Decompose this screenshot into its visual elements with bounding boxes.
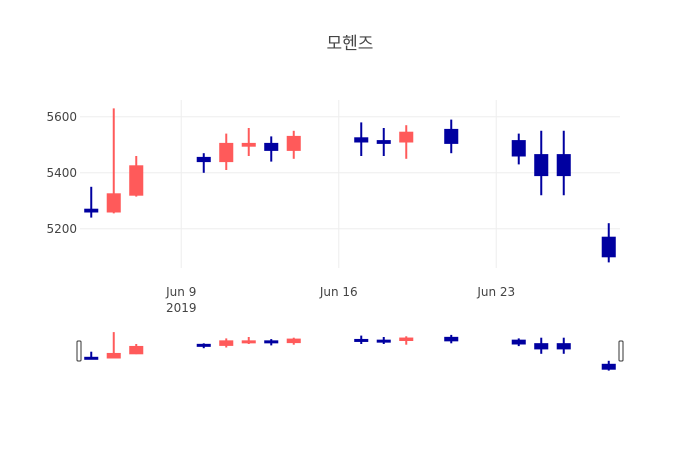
candle-body	[106, 193, 121, 213]
candle	[354, 122, 369, 156]
x-axis-ticks: Jun 9 2019 Jun 16 Jun 23	[165, 285, 515, 315]
candle	[376, 128, 391, 156]
candle-body	[219, 142, 234, 163]
candle-body	[196, 156, 211, 163]
candle-body	[511, 140, 526, 157]
slider-candle	[84, 351, 99, 360]
y-tick-label: 5200	[46, 222, 77, 236]
candle	[534, 130, 549, 196]
slider-candle	[264, 339, 279, 346]
y-tick-label: 5600	[46, 110, 77, 124]
x-tick-label: Jun 9	[165, 285, 196, 299]
slider-candle	[196, 343, 211, 349]
grid-layer	[80, 100, 620, 268]
slider-candle-body	[601, 363, 616, 370]
candle-body	[399, 131, 414, 143]
slider-candle-body	[444, 336, 459, 342]
slider-candle	[376, 337, 391, 344]
candle	[264, 136, 279, 162]
candle-body	[84, 208, 99, 213]
candle-body	[534, 154, 549, 177]
y-axis-ticks: 5200 5400 5600	[46, 110, 77, 236]
candle	[511, 133, 526, 165]
candle-body	[286, 135, 301, 151]
candle	[196, 153, 211, 173]
range-slider-left-handle[interactable]	[76, 340, 82, 362]
slider-candle-body	[264, 340, 279, 344]
candle	[444, 119, 459, 154]
range-slider[interactable]	[76, 332, 624, 371]
candle	[601, 223, 616, 263]
slider-candle-body	[286, 338, 301, 344]
candle-body	[241, 142, 256, 147]
slider-candle	[556, 337, 571, 354]
candle	[286, 130, 301, 159]
candle	[399, 125, 414, 159]
slider-candle-body	[556, 343, 571, 350]
candle	[556, 130, 571, 196]
candle-body	[129, 165, 144, 196]
candle-body	[556, 154, 571, 177]
candles	[84, 108, 616, 263]
slider-candle-body	[84, 356, 99, 360]
slider-candle	[534, 337, 549, 354]
candle-body	[444, 128, 459, 144]
slider-candle-body	[376, 339, 391, 343]
slider-candle-body	[106, 352, 121, 359]
candle-body	[264, 142, 279, 151]
slider-candle-body	[511, 339, 526, 345]
slider-candle-body	[354, 338, 369, 342]
range-slider-right-handle[interactable]	[618, 340, 624, 362]
slider-candle-body	[241, 340, 256, 344]
candle-body	[376, 140, 391, 144]
slider-candle	[286, 337, 301, 345]
slider-candle	[219, 338, 234, 348]
candle	[106, 108, 121, 214]
slider-candle	[241, 337, 256, 344]
candle-body	[601, 236, 616, 258]
slider-candle	[444, 334, 459, 344]
slider-candle	[511, 338, 526, 347]
slider-candle	[399, 336, 414, 345]
chart-title: 모헨즈	[327, 34, 374, 54]
slider-candle-body	[219, 340, 234, 346]
candle	[219, 133, 234, 170]
slider-candle-body	[399, 337, 414, 341]
candle	[241, 128, 256, 156]
x-tick-sublabel: 2019	[166, 301, 197, 315]
slider-candle-body	[196, 343, 211, 347]
y-tick-label: 5400	[46, 166, 77, 180]
slider-candle	[106, 332, 121, 359]
slider-candle	[129, 344, 144, 355]
slider-candle-body	[129, 345, 144, 355]
slider-candle	[354, 335, 369, 344]
slider-candle-body	[534, 343, 549, 350]
x-tick-label: Jun 16	[319, 285, 358, 299]
candle-body	[354, 137, 369, 143]
candle	[84, 186, 99, 218]
slider-candle	[601, 360, 616, 371]
x-tick-label: Jun 23	[476, 285, 515, 299]
candle	[129, 156, 144, 197]
